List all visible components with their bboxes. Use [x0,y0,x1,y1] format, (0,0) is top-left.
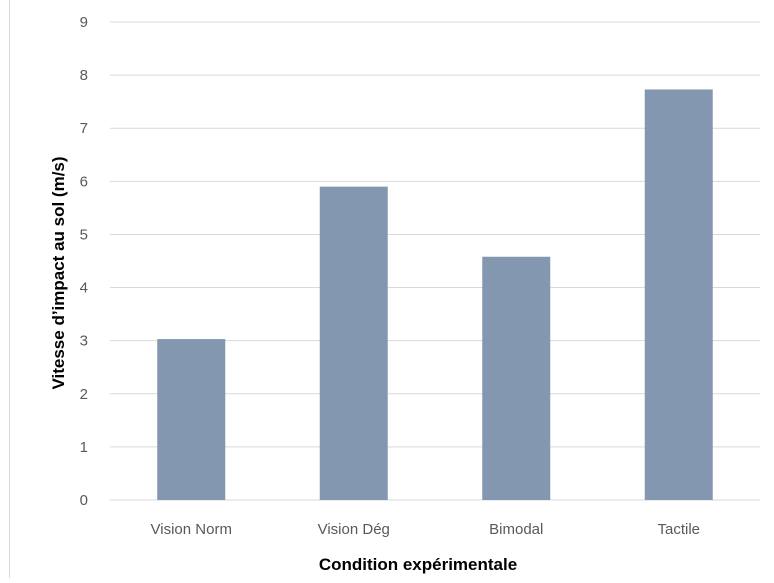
bars [157,89,713,500]
y-tick-label: 0 [80,492,88,509]
y-axis-title: Vitesse d’impact au sol (m/s) [49,156,68,389]
y-tick-label: 5 [80,226,88,243]
y-tick-label: 6 [80,173,88,190]
chart-left-border [9,0,10,578]
y-tick-label: 7 [80,120,88,137]
x-tick-label: Vision Norm [151,521,232,538]
x-tick-label: Tactile [657,521,700,538]
y-tick-label: 8 [80,67,88,84]
x-tick-label: Bimodal [489,521,543,538]
x-tick-label: Vision Dég [318,521,390,538]
y-tick-label: 1 [80,439,88,456]
bar-tactile [644,89,713,500]
x-axis-title: Condition expérimentale [319,555,517,574]
bar-vision-norm [157,339,226,500]
y-tick-label: 3 [80,333,88,350]
y-tick-label: 4 [80,280,88,297]
bar-bimodal [482,256,551,500]
x-axis-ticks: Vision Norm Vision Dég Bimodal Tactile [151,521,700,538]
y-tick-label: 2 [80,386,88,403]
y-tick-label: 9 [80,14,88,31]
bar-vision-d-g [319,186,388,500]
y-axis-ticks: 0 1 2 3 4 5 6 7 8 9 [80,14,88,509]
